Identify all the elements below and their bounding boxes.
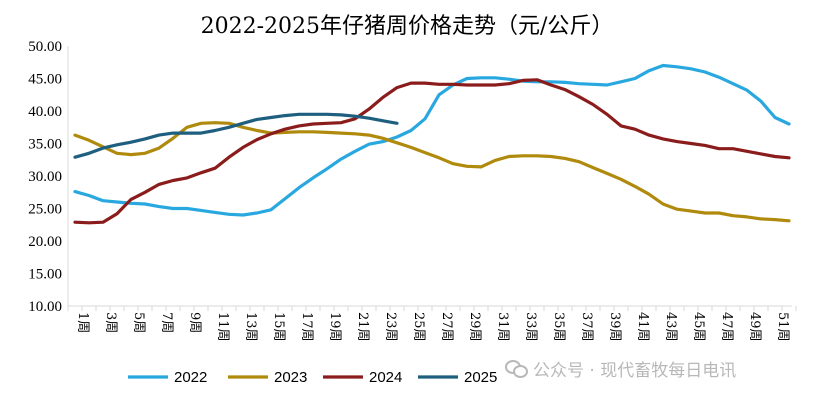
- x-tick-label: 11周: [215, 312, 230, 342]
- y-tick-label: 10.00: [28, 299, 62, 315]
- series-line-2024: [75, 80, 789, 223]
- x-tick-label: 27周: [439, 312, 454, 342]
- x-tick-label: 35周: [551, 312, 566, 342]
- y-tick-label: 50.00: [28, 39, 62, 55]
- x-tick-label: 43周: [663, 312, 678, 342]
- x-tick-label: 25周: [411, 312, 426, 342]
- series-line-2022: [75, 66, 789, 216]
- x-tick-label: 19周: [327, 312, 342, 342]
- x-tick-label: 23周: [383, 312, 398, 342]
- x-tick-label: 15周: [271, 312, 286, 342]
- wechat-icon: [505, 360, 527, 378]
- x-tick-label: 21周: [355, 312, 370, 342]
- legend-label-2023: 2023: [274, 369, 307, 386]
- watermark: 公众号 · 现代畜牧每日电讯: [505, 356, 736, 381]
- y-tick-label: 45.00: [28, 72, 62, 88]
- legend-label-2024: 2024: [369, 369, 402, 386]
- x-tick-label: 39周: [607, 312, 622, 342]
- x-tick-label: 51周: [775, 312, 790, 342]
- watermark-text: 公众号 · 现代畜牧每日电讯: [533, 356, 736, 381]
- x-tick-label: 7周: [159, 312, 174, 333]
- y-tick-label: 20.00: [28, 234, 62, 250]
- x-tick-label: 47周: [719, 312, 734, 342]
- x-tick-label: 33周: [523, 312, 538, 342]
- x-tick-label: 1周: [75, 312, 90, 333]
- y-tick-label: 35.00: [28, 137, 62, 153]
- y-tick-label: 25.00: [28, 202, 62, 218]
- x-tick-label: 37周: [579, 312, 594, 342]
- x-tick-label: 49周: [747, 312, 762, 342]
- series-line-2023: [75, 123, 789, 221]
- x-tick-label: 29周: [467, 312, 482, 342]
- legend-label-2025: 2025: [464, 369, 497, 386]
- x-tick-label: 3周: [103, 312, 118, 333]
- x-tick-label: 13周: [243, 312, 258, 342]
- x-tick-label: 9周: [187, 312, 202, 333]
- x-tick-label: 45周: [691, 312, 706, 342]
- x-tick-label: 41周: [635, 312, 650, 342]
- x-tick-label: 17周: [299, 312, 314, 342]
- y-tick-label: 30.00: [28, 169, 62, 185]
- x-tick-label: 31周: [495, 312, 510, 342]
- x-tick-label: 5周: [131, 312, 146, 333]
- y-tick-label: 40.00: [28, 104, 62, 120]
- y-tick-label: 15.00: [28, 267, 62, 283]
- legend-label-2022: 2022: [174, 369, 207, 386]
